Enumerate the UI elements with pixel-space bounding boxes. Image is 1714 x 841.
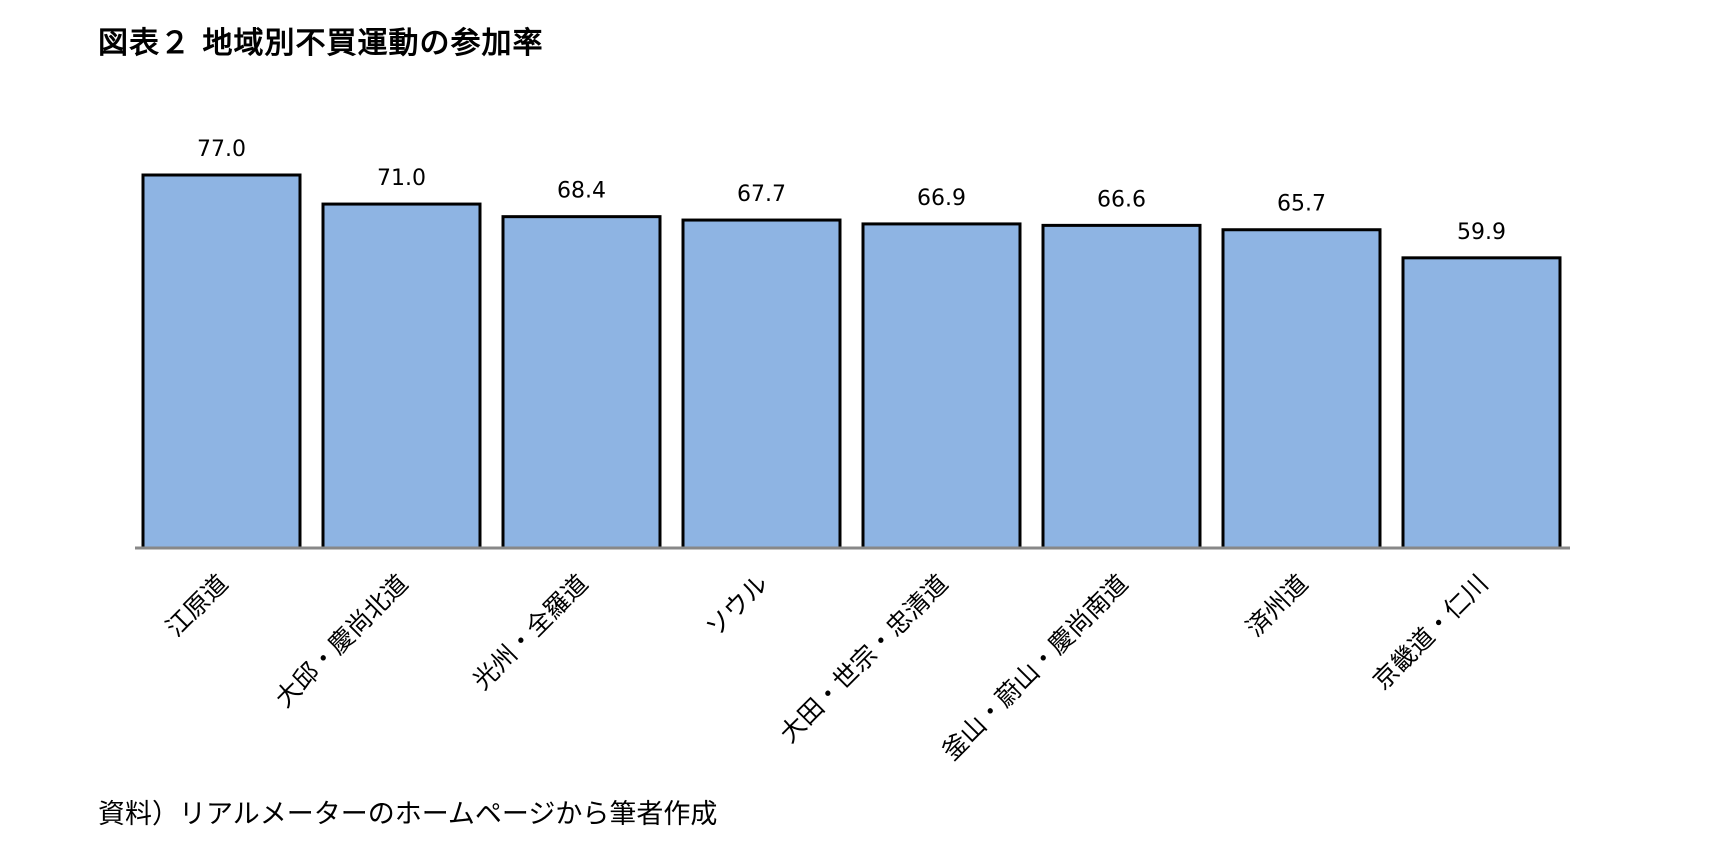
value-labels-layer: 77.0 71.0 68.4 67.7 66.9 66.6 65.7 59.9 [197, 137, 1506, 245]
value-label-4: 67.7 [737, 182, 786, 207]
bar-8 [1401, 256, 1562, 550]
value-label-2: 71.0 [377, 166, 426, 191]
bar-6 [1041, 223, 1202, 550]
bars-layer [141, 173, 1562, 550]
category-label-8: 京畿道・仁川 [1367, 569, 1494, 696]
category-label-5: 大田・世宗・忠清道 [774, 569, 954, 749]
category-label-6: 釜山・蔚山・慶尚南道 [936, 569, 1133, 766]
value-label-5: 66.9 [917, 186, 966, 211]
bar-3 [501, 215, 662, 550]
category-label-1: 江原道 [160, 569, 234, 643]
bar-4 [681, 218, 842, 550]
source-note: 資料）リアルメーターのホームページから筆者作成 [98, 799, 718, 830]
value-label-7: 65.7 [1277, 192, 1326, 217]
bar-1 [141, 173, 302, 550]
value-label-3: 68.4 [557, 179, 606, 204]
value-label-6: 66.6 [1097, 187, 1146, 212]
value-label-8: 59.9 [1457, 220, 1506, 245]
chart-title: 図表２ 地域別不買運動の参加率 [98, 26, 544, 61]
category-label-7: 済州道 [1240, 569, 1314, 643]
category-label-2: 大邱・慶尚北道 [269, 569, 413, 713]
bar-5 [861, 222, 1022, 550]
bar-2 [321, 202, 482, 550]
category-label-4: ソウル [700, 569, 774, 643]
category-label-3: 光州・全羅道 [467, 569, 594, 696]
value-label-1: 77.0 [197, 137, 246, 162]
bar-7 [1221, 228, 1382, 550]
